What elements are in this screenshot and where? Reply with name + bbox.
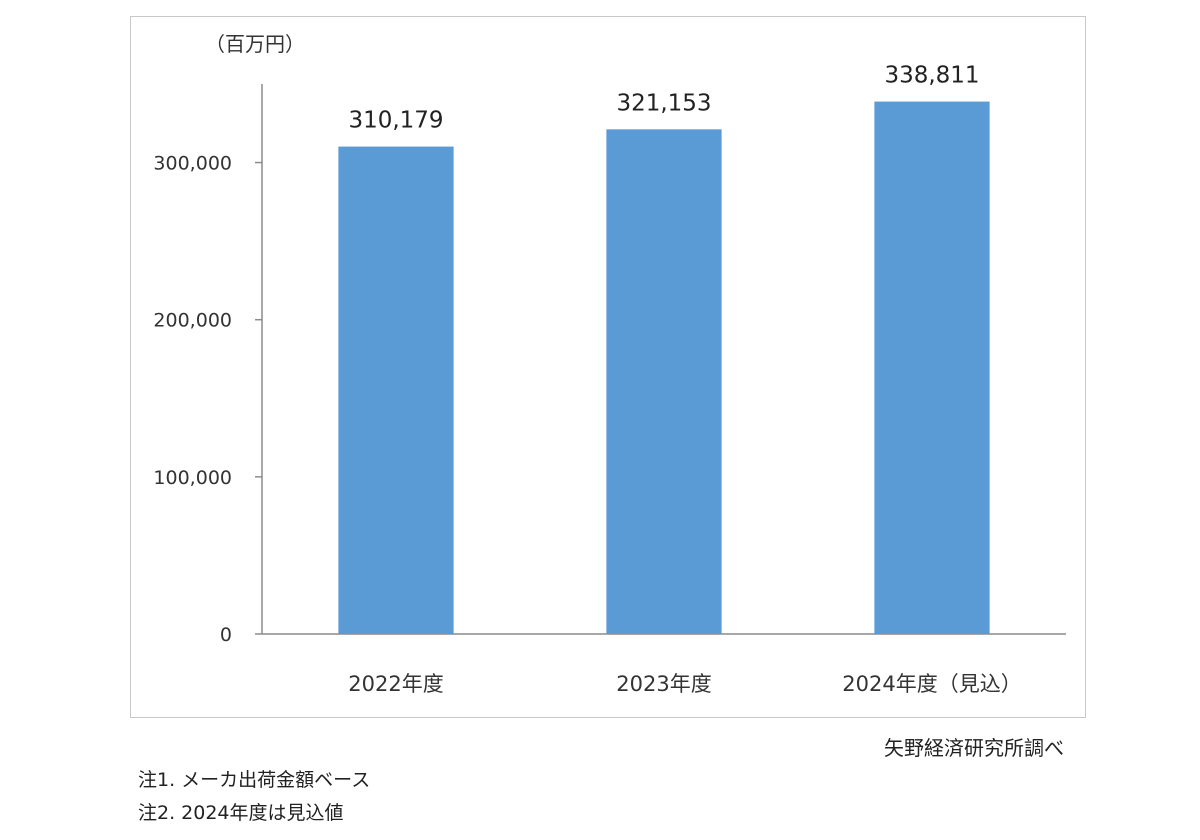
- category-labels: 2022年度 2023年度 2024年度（見込）: [348, 672, 1021, 696]
- bar-value-label: 310,179: [348, 108, 443, 134]
- x-category-label: 2023年度: [616, 672, 711, 696]
- x-category-label: 2022年度: [348, 672, 443, 696]
- y-unit-label: （百万円）: [205, 32, 305, 56]
- note-2: 注2. 2024年度は見込値: [138, 802, 344, 824]
- y-tick-label: 0: [220, 624, 232, 646]
- note-1: 注1. メーカ出荷金額ベース: [138, 769, 371, 791]
- y-tick-label: 200,000: [153, 310, 232, 332]
- bar: [606, 129, 722, 634]
- bar: [874, 101, 990, 635]
- y-tick-label: 300,000: [153, 153, 232, 175]
- bar-value-label: 321,153: [616, 90, 711, 116]
- bar: [338, 146, 454, 634]
- source-credit: 矢野経済研究所調べ: [884, 736, 1064, 760]
- y-ticks: 0 100,000 200,000 300,000: [153, 153, 262, 646]
- y-tick-label: 100,000: [153, 467, 232, 489]
- x-category-label: 2024年度（見込）: [842, 672, 1021, 696]
- value-labels: 310,179 321,153 338,811: [348, 63, 979, 134]
- bar-value-label: 338,811: [884, 63, 979, 89]
- bars: [338, 101, 990, 635]
